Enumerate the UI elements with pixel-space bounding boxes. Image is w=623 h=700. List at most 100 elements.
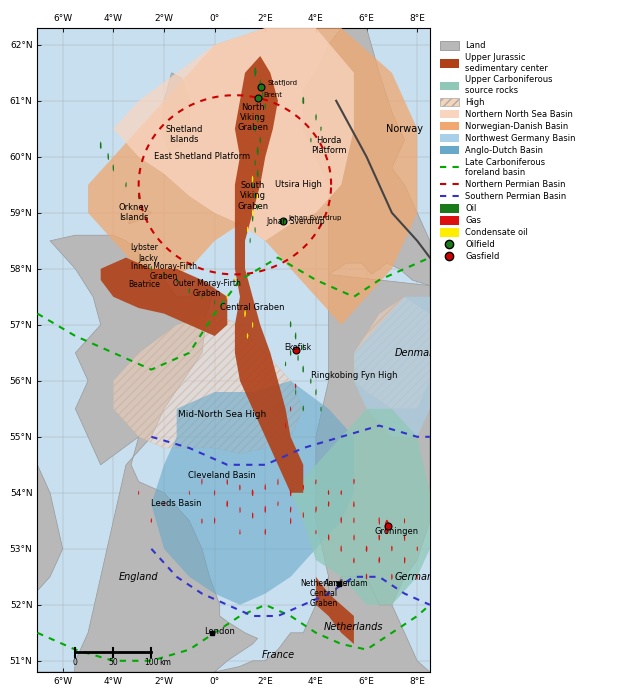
- Polygon shape: [316, 274, 442, 605]
- Polygon shape: [227, 479, 228, 485]
- Polygon shape: [252, 176, 254, 183]
- Text: Ekofisk: Ekofisk: [285, 343, 312, 351]
- Polygon shape: [247, 226, 249, 232]
- Text: Ringkobing Fyn High: Ringkobing Fyn High: [311, 371, 397, 379]
- Polygon shape: [315, 113, 317, 120]
- Text: Outer Moray-Firth
Graben: Outer Moray-Firth Graben: [173, 279, 241, 298]
- Polygon shape: [290, 506, 292, 513]
- Polygon shape: [239, 484, 240, 491]
- Text: Horda
Platform: Horda Platform: [311, 136, 346, 155]
- Polygon shape: [214, 517, 216, 524]
- Polygon shape: [277, 500, 278, 506]
- Polygon shape: [37, 560, 430, 700]
- Polygon shape: [265, 528, 266, 535]
- Polygon shape: [303, 512, 304, 518]
- Text: London: London: [204, 627, 235, 636]
- Polygon shape: [101, 258, 227, 336]
- Text: Lybster: Lybster: [130, 243, 158, 252]
- Polygon shape: [257, 113, 259, 123]
- Text: Utsira High: Utsira High: [275, 181, 321, 189]
- Text: Shetland
Islands: Shetland Islands: [166, 125, 203, 144]
- Polygon shape: [290, 489, 292, 496]
- Text: Johan Sverdrup: Johan Sverdrup: [267, 217, 325, 225]
- Polygon shape: [320, 406, 321, 412]
- Polygon shape: [315, 530, 316, 534]
- Polygon shape: [125, 182, 126, 188]
- Text: km: km: [159, 658, 171, 666]
- Polygon shape: [328, 534, 330, 540]
- Polygon shape: [404, 518, 405, 524]
- Polygon shape: [108, 153, 109, 160]
- Text: Groningen: Groningen: [375, 528, 419, 536]
- Polygon shape: [252, 489, 254, 496]
- Polygon shape: [320, 127, 321, 132]
- Polygon shape: [316, 577, 354, 644]
- Polygon shape: [151, 266, 152, 272]
- Polygon shape: [128, 204, 151, 224]
- Polygon shape: [341, 490, 342, 495]
- Polygon shape: [265, 505, 266, 513]
- Polygon shape: [257, 147, 259, 155]
- Text: Jacky: Jacky: [139, 254, 159, 263]
- Polygon shape: [285, 423, 286, 428]
- Text: Germany: Germany: [395, 572, 440, 582]
- Text: 50: 50: [108, 658, 118, 666]
- Text: Denmark: Denmark: [395, 348, 440, 358]
- Polygon shape: [259, 136, 261, 144]
- Polygon shape: [226, 500, 228, 508]
- Polygon shape: [290, 350, 292, 356]
- Polygon shape: [303, 28, 430, 286]
- Polygon shape: [201, 295, 202, 299]
- Polygon shape: [295, 332, 297, 340]
- Text: England: England: [119, 572, 158, 582]
- Polygon shape: [259, 79, 261, 89]
- Polygon shape: [302, 97, 304, 104]
- Legend: Land, Upper Jurassic
sedimentary center, Upper Carboniferous
source rocks, High,: Land, Upper Jurassic sedimentary center,…: [438, 38, 578, 264]
- Polygon shape: [378, 556, 380, 564]
- Polygon shape: [366, 573, 367, 580]
- Text: East Shetland Platform: East Shetland Platform: [154, 153, 250, 161]
- Polygon shape: [315, 506, 317, 513]
- Polygon shape: [302, 365, 304, 373]
- Polygon shape: [379, 517, 380, 525]
- Polygon shape: [417, 574, 418, 580]
- Polygon shape: [353, 517, 354, 524]
- Polygon shape: [252, 512, 254, 519]
- Polygon shape: [201, 478, 202, 485]
- Polygon shape: [88, 28, 417, 325]
- Polygon shape: [310, 378, 312, 384]
- Polygon shape: [310, 138, 312, 143]
- Polygon shape: [163, 501, 164, 506]
- Polygon shape: [417, 546, 418, 552]
- Polygon shape: [244, 310, 246, 318]
- Polygon shape: [100, 141, 102, 149]
- Polygon shape: [285, 361, 286, 366]
- Polygon shape: [303, 484, 304, 491]
- Text: Statfjord: Statfjord: [267, 80, 297, 86]
- Text: France: France: [262, 650, 295, 660]
- Text: Orkney
Islands: Orkney Islands: [118, 203, 149, 223]
- Polygon shape: [254, 160, 256, 166]
- Polygon shape: [257, 204, 259, 210]
- Polygon shape: [340, 545, 342, 552]
- Polygon shape: [340, 517, 342, 524]
- Text: Netherlands: Netherlands: [324, 622, 384, 632]
- Text: Brent: Brent: [264, 92, 283, 97]
- Text: Netherlands
Central
Graben: Netherlands Central Graben: [300, 579, 347, 608]
- Polygon shape: [302, 343, 304, 351]
- Polygon shape: [161, 73, 189, 151]
- Text: Beatrice: Beatrice: [128, 280, 159, 289]
- Polygon shape: [315, 479, 316, 485]
- Polygon shape: [254, 125, 256, 132]
- Polygon shape: [239, 528, 240, 535]
- Text: Inner Moray-Firth
Graben: Inner Moray-Firth Graben: [131, 262, 197, 281]
- Polygon shape: [252, 215, 254, 222]
- Polygon shape: [254, 192, 256, 199]
- Polygon shape: [234, 277, 235, 283]
- Polygon shape: [290, 409, 430, 605]
- Text: Norway: Norway: [386, 124, 423, 134]
- Polygon shape: [50, 235, 258, 700]
- Polygon shape: [138, 491, 139, 495]
- Polygon shape: [264, 104, 266, 109]
- Polygon shape: [163, 272, 164, 278]
